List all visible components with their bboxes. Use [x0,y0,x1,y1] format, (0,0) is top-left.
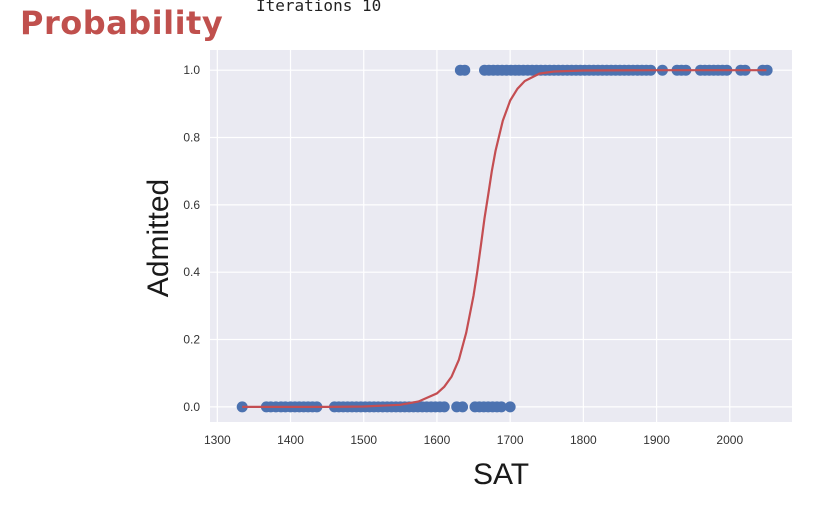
data-point [457,401,469,413]
data-point [495,401,507,413]
data-points [236,64,773,413]
x-tick-label: 2000 [716,433,743,447]
x-tick-label: 1900 [643,433,670,447]
y-tick-label: 0.0 [183,400,200,414]
x-tick-label: 1400 [277,433,304,447]
x-axis-title: SAT [473,458,529,491]
x-tick-label: 1700 [497,433,524,447]
x-tick-label: 1600 [424,433,451,447]
y-tick-label: 0.4 [183,265,200,279]
x-tick-label: 1500 [350,433,377,447]
y-tick-label: 1.0 [183,63,200,77]
data-point [761,64,773,76]
y-axis-title: Admitted [142,179,175,297]
x-tick-label: 1800 [570,433,597,447]
data-point [459,64,471,76]
slide-title: Probability [20,4,224,42]
y-tick-label: 0.8 [183,131,200,145]
plot-background [210,50,792,422]
data-point [438,401,450,413]
data-point [504,401,516,413]
x-tick-labels: 1300 1400 1500 1600 1700 1800 1900 2000 [204,433,743,447]
console-output-text: Iterations 10 [256,0,382,15]
y-tick-label: 0.2 [183,333,200,347]
y-tick-label: 0.6 [183,198,200,212]
y-tick-labels: 0.0 0.2 0.4 0.6 0.8 1.0 [183,63,200,414]
logistic-curve [242,69,767,408]
x-tick-label: 1300 [204,433,231,447]
